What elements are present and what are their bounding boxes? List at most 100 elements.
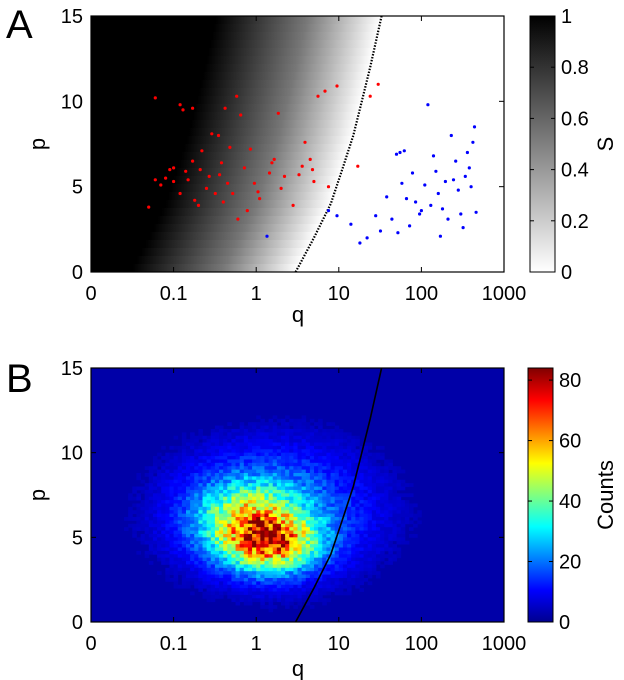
scatter-point	[291, 203, 295, 207]
x-tick-label: 1000	[482, 633, 527, 655]
scatter-point	[196, 203, 201, 207]
density-cell	[301, 561, 307, 565]
density-cell	[318, 500, 323, 504]
density-cell	[351, 557, 356, 562]
density-cell	[206, 571, 212, 575]
density-cell	[309, 459, 315, 464]
density-cell	[293, 513, 298, 518]
density-cell	[243, 459, 249, 464]
density-cell	[342, 520, 348, 525]
density-cell	[223, 496, 228, 501]
density-cell	[214, 459, 220, 464]
density-cell	[314, 550, 319, 555]
density-cell	[363, 462, 369, 467]
density-cell	[239, 533, 245, 538]
density-cell	[384, 530, 389, 535]
colorbar-tick-label: 0.4	[561, 160, 589, 182]
density-cell	[152, 489, 158, 494]
density-cell	[388, 506, 393, 511]
density-cell	[371, 496, 377, 501]
density-cell	[363, 483, 369, 487]
density-cell	[206, 496, 212, 501]
density-cell	[181, 469, 187, 474]
density-cell	[194, 517, 199, 521]
density-cell	[198, 445, 203, 450]
density-cell	[396, 530, 402, 535]
density-cell	[169, 500, 174, 504]
density-cell	[400, 510, 406, 515]
density-cell	[252, 445, 257, 450]
density-cell	[289, 476, 294, 481]
density-cell	[152, 520, 158, 525]
density-cell	[276, 544, 282, 548]
density-cell	[173, 574, 179, 579]
density-cell	[194, 567, 199, 572]
density-cell	[322, 598, 327, 603]
density-cell	[214, 581, 220, 586]
density-cell	[256, 561, 261, 565]
heat-row-white	[314, 232, 504, 241]
density-cell	[322, 503, 327, 508]
density-cell	[380, 520, 385, 525]
density-cell	[198, 574, 203, 579]
density-cell	[169, 462, 174, 467]
heat-row-white	[341, 168, 504, 177]
density-cell	[260, 506, 265, 511]
density-cell	[223, 513, 228, 518]
density-cell	[243, 425, 249, 430]
density-cell	[231, 564, 236, 569]
density-cell	[375, 537, 381, 542]
density-cell	[210, 469, 216, 474]
density-cell	[268, 584, 274, 589]
density-cell	[219, 537, 224, 542]
density-cell	[210, 520, 216, 525]
density-cell	[272, 442, 278, 447]
density-cell	[272, 594, 278, 599]
heat-row	[91, 160, 345, 169]
density-cell	[235, 503, 241, 508]
density-cell	[231, 577, 236, 582]
density-cell	[148, 466, 154, 470]
density-cell	[305, 513, 311, 518]
density-cell	[371, 520, 377, 525]
y-tick-label: 10	[61, 91, 83, 113]
density-cell	[219, 557, 224, 562]
density-cell	[322, 571, 327, 575]
density-cell	[326, 523, 331, 528]
density-cell	[177, 530, 183, 535]
density-cell	[268, 554, 274, 559]
density-cell	[326, 479, 331, 484]
density-cell	[305, 517, 311, 521]
density-cell	[297, 574, 303, 579]
density-cell	[276, 469, 282, 474]
density-cell	[293, 466, 298, 470]
density-cell	[231, 594, 236, 599]
density-cell	[318, 533, 323, 538]
density-cell	[285, 462, 290, 467]
density-cell	[252, 486, 257, 491]
density-cell	[334, 425, 340, 430]
heat-row	[91, 40, 376, 49]
density-cell	[247, 517, 253, 521]
density-cell	[231, 598, 236, 603]
density-cell	[223, 435, 228, 440]
density-cell	[185, 557, 191, 562]
density-cell	[190, 500, 195, 504]
density-cell	[165, 486, 170, 491]
density-cell	[140, 533, 146, 538]
density-cell	[190, 493, 195, 498]
density-cell	[252, 581, 257, 586]
density-cell	[309, 486, 315, 491]
scatter-point	[210, 132, 214, 136]
density-cell	[363, 533, 369, 538]
density-cell	[334, 564, 340, 569]
density-cell	[256, 439, 261, 443]
density-cell	[264, 489, 269, 494]
density-cell	[235, 584, 241, 589]
density-cell	[206, 567, 212, 572]
x-tick-label: 1000	[482, 283, 527, 305]
density-cell	[148, 500, 154, 504]
density-cell	[144, 500, 150, 504]
density-cell	[367, 564, 373, 569]
density-cell	[177, 456, 183, 460]
